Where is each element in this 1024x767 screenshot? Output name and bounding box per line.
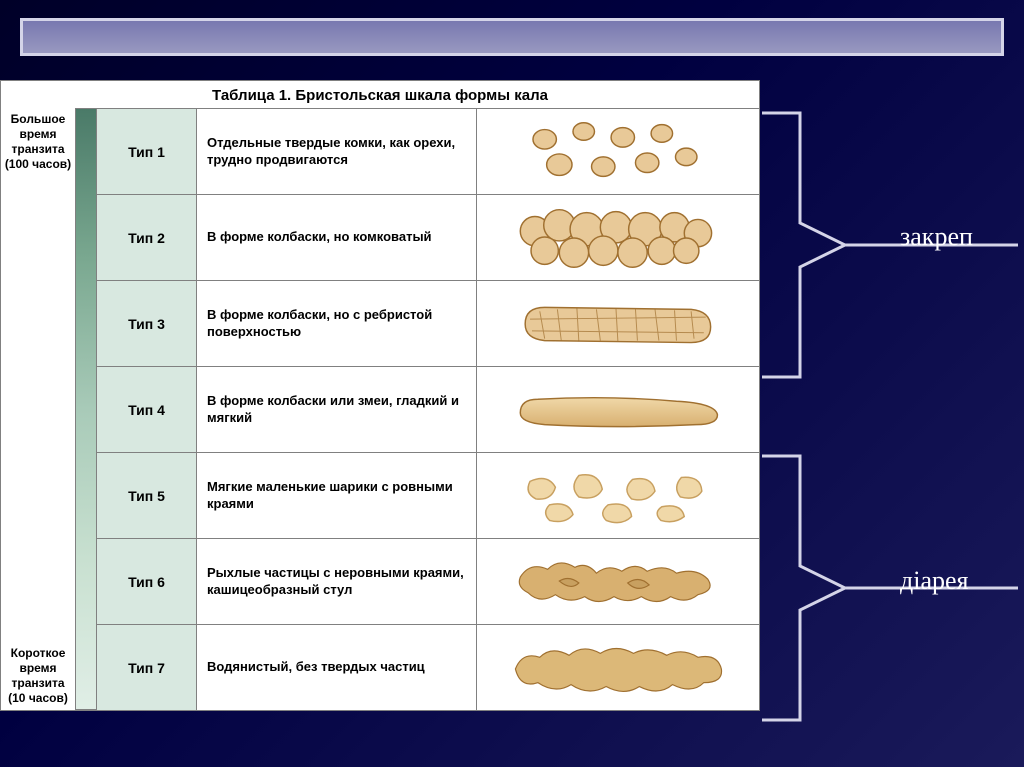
type-cell: Тип 1 [97,109,197,194]
illustration-cell [477,281,759,366]
illustration-cell [477,625,759,710]
transit-long-label: Большое время транзита (100 часов) [3,112,73,172]
bristol-chart: Таблица 1. Бристольская шкала формы кала… [0,80,760,711]
desc-cell: Мягкие маленькие шарики с ровными краями [197,453,477,538]
illustration-cell [477,195,759,280]
type-cell: Тип 4 [97,367,197,452]
table-row: Тип 1 Отдельные твердые комки, как орехи… [97,108,759,194]
type6-icon [491,547,745,617]
type2-icon [491,203,745,273]
diarrhea-bracket-icon [760,448,1020,728]
type7-icon [491,633,745,703]
transit-short-label: Короткое время транзита (10 часов) [3,646,73,706]
transit-time-label-col: Большое время транзита (100 часов) Корот… [1,108,75,710]
desc-cell: Отдельные твердые комки, как орехи, труд… [197,109,477,194]
constipation-bracket-icon [760,105,1020,385]
title-bar-frame [20,18,1004,56]
desc-cell: В форме колбаски, но с ребристой поверхн… [197,281,477,366]
type-cell: Тип 2 [97,195,197,280]
type4-icon [491,375,745,445]
chart-body: Большое время транзита (100 часов) Корот… [1,108,759,710]
table-row: Тип 4 В форме колбаски или змеи, гладкий… [97,366,759,452]
desc-cell: Рыхлые частицы с неровными краями, кашиц… [197,539,477,624]
type-cell: Тип 7 [97,625,197,710]
type-cell: Тип 5 [97,453,197,538]
table-row: Тип 2 В форме колбаски, но комковатый [97,194,759,280]
illustration-cell [477,109,759,194]
desc-cell: В форме колбаски, но комковатый [197,195,477,280]
illustration-cell [477,367,759,452]
transit-gradient-bar [75,108,97,710]
type-cell: Тип 6 [97,539,197,624]
diarrhea-label: діарея [900,566,969,596]
chart-title: Таблица 1. Бристольская шкала формы кала [1,81,759,108]
table-row: Тип 6 Рыхлые частицы с неровными краями,… [97,538,759,624]
desc-cell: Водянистый, без твердых частиц [197,625,477,710]
table-rows: Тип 1 Отдельные твердые комки, как орехи… [97,108,759,710]
illustration-cell [477,539,759,624]
type1-icon [491,117,745,187]
table-row: Тип 7 Водянистый, без твердых частиц [97,624,759,710]
desc-cell: В форме колбаски или змеи, гладкий и мяг… [197,367,477,452]
illustration-cell [477,453,759,538]
type3-icon [491,289,745,359]
constipation-label: закреп [900,222,973,252]
table-row: Тип 3 В форме колбаски, но с ребристой п… [97,280,759,366]
type-cell: Тип 3 [97,281,197,366]
type5-icon [491,461,745,531]
table-row: Тип 5 Мягкие маленькие шарики с ровными … [97,452,759,538]
